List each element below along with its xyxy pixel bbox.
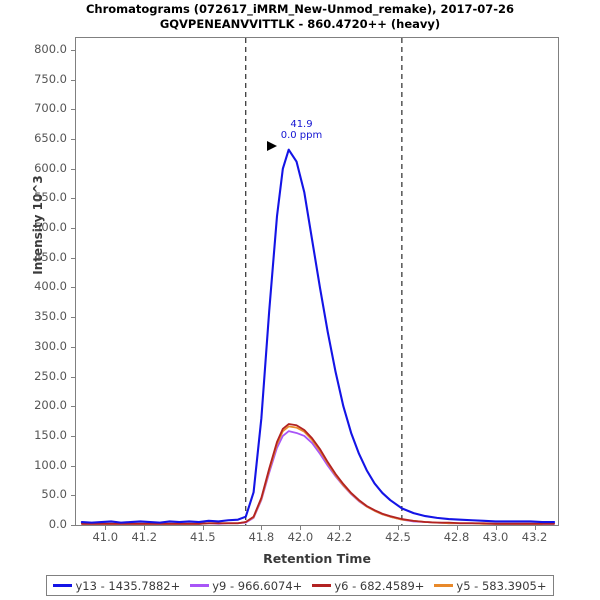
y-tick-label: 150.0 [34, 427, 67, 442]
legend-color-swatch [53, 584, 73, 587]
x-tick-label: 41.2 [131, 530, 158, 544]
x-tick-label: 41.5 [190, 530, 216, 544]
y-tick-label: 400.0 [34, 279, 67, 294]
y-tick-mark [71, 198, 75, 200]
y-tick-mark [71, 79, 75, 81]
x-tick-label: 42.2 [326, 530, 353, 544]
legend-label: y9 - 966.6074+ [212, 578, 303, 593]
y-tick-label: 700.0 [34, 101, 67, 116]
y-tick-mark [71, 138, 75, 140]
y-tick-label: 0.0 [48, 517, 67, 531]
peak-rt-label: 41.9 [290, 118, 313, 130]
legend-item[interactable]: y5 - 583.3905+ [429, 579, 551, 593]
legend-label: y6 - 682.4589+ [334, 578, 425, 593]
chart-canvas [80, 38, 556, 525]
y-tick-mark [71, 376, 75, 378]
x-tick-mark [202, 526, 204, 530]
peak-apex-marker-icon [266, 140, 277, 151]
y-tick-label: 550.0 [34, 190, 67, 205]
x-tick-mark [339, 526, 341, 530]
y-tick-mark [71, 257, 75, 259]
x-tick-mark [300, 526, 302, 530]
x-tick-label: 43.2 [521, 530, 548, 544]
y-tick-mark [71, 228, 75, 230]
y-tick-label: 450.0 [34, 249, 67, 264]
series-line [80, 425, 544, 525]
chart-title-line1: Chromatograms (072617_iMRM_New-Unmod_rem… [85, 2, 515, 16]
x-tick-mark [495, 526, 497, 530]
x-tick-mark [144, 526, 146, 530]
plot-area[interactable] [75, 37, 559, 526]
x-tick-label: 41.8 [248, 530, 275, 544]
legend-item[interactable]: y6 - 682.4589+ [307, 579, 429, 593]
y-tick-mark [71, 406, 75, 408]
legend-color-swatch [312, 584, 332, 587]
series-line [80, 148, 556, 524]
y-tick-mark [71, 495, 75, 497]
x-tick-mark [261, 526, 263, 530]
y-tick-mark [71, 346, 75, 348]
x-tick-label: 41.0 [92, 530, 119, 544]
y-tick-mark [71, 109, 75, 111]
legend-item[interactable]: y13 - 1435.7882+ [48, 579, 185, 593]
x-tick-mark [105, 526, 107, 530]
y-tick-mark [71, 465, 75, 467]
legend-label: y5 - 583.3905+ [456, 578, 547, 593]
y-tick-label: 250.0 [34, 368, 67, 383]
y-tick-mark [71, 168, 75, 170]
legend[interactable]: y13 - 1435.7882+ y9 - 966.6074+ y6 - 682.4… [46, 575, 554, 596]
chart-title-line2: GQVPENEANVVITTLK - 860.4720++ (heavy) [159, 17, 441, 31]
legend-color-swatch [434, 584, 454, 587]
y-tick-mark [71, 317, 75, 319]
chart-title: Chromatograms (072617_iMRM_New-Unmod_rem… [0, 2, 600, 32]
x-tick-label: 42.5 [385, 530, 411, 544]
y-tick-mark [71, 525, 75, 526]
legend-color-swatch [190, 584, 210, 587]
legend-item[interactable]: y9 - 966.6074+ [185, 579, 307, 593]
x-tick-mark [456, 526, 458, 530]
y-tick-label: 100.0 [34, 457, 67, 472]
y-tick-label: 200.0 [34, 398, 67, 413]
y-tick-label: 650.0 [34, 130, 67, 145]
x-axis-label: Retention Time [263, 551, 371, 566]
series-line [80, 423, 555, 525]
x-tick-mark [397, 526, 399, 530]
y-tick-mark [71, 287, 75, 289]
y-tick-label: 800.0 [34, 41, 67, 56]
y-tick-label: 600.0 [34, 160, 67, 175]
x-tick-label: 43.0 [482, 530, 509, 544]
y-tick-label: 350.0 [34, 309, 67, 324]
y-tick-mark [71, 49, 75, 51]
x-tick-mark [534, 526, 536, 530]
y-tick-label: 300.0 [34, 338, 67, 353]
legend-label: y13 - 1435.7882+ [75, 578, 181, 593]
y-tick-label: 500.0 [34, 220, 67, 235]
y-tick-mark [71, 435, 75, 437]
x-tick-label: 42.0 [287, 530, 314, 544]
y-tick-label: 50.0 [41, 487, 67, 502]
peak-annotation: 41.9 0.0 ppm [281, 119, 323, 141]
y-tick-label: 750.0 [34, 71, 67, 86]
peak-ppm-label: 0.0 ppm [280, 129, 323, 141]
x-tick-label: 42.8 [443, 530, 470, 544]
